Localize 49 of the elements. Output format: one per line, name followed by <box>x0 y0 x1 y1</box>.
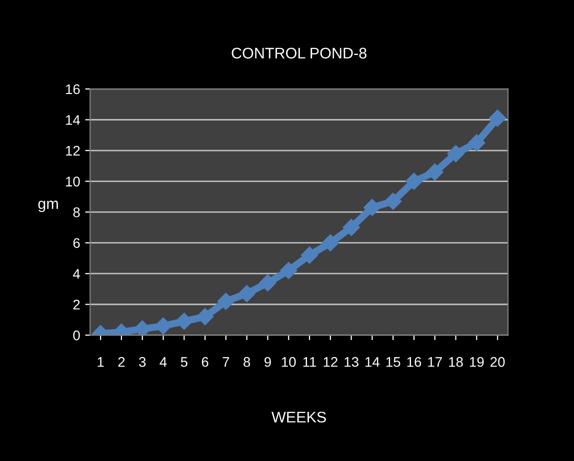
x-tick-label: 20 <box>490 357 505 367</box>
x-tick-label: 4 <box>160 357 167 367</box>
point <box>217 292 234 310</box>
point <box>300 246 318 264</box>
x-tick-label: 11 <box>303 357 316 367</box>
x-axis-title: WEEKS <box>272 412 326 423</box>
point <box>196 308 214 326</box>
x-tick-label: 3 <box>139 357 146 367</box>
x-tick-label: 5 <box>180 357 188 367</box>
point <box>322 234 339 252</box>
chart-title: CONTROL POND-8 <box>232 48 366 59</box>
point <box>259 274 276 292</box>
point <box>426 164 444 181</box>
point <box>364 198 381 216</box>
point <box>384 192 402 210</box>
x-tick-label: 7 <box>222 357 230 367</box>
point <box>238 285 256 302</box>
y-tick-label: 16 <box>66 84 80 94</box>
point <box>342 218 360 236</box>
x-tick-label: 15 <box>386 357 400 367</box>
y-tick-label: 0 <box>73 330 80 340</box>
point <box>468 134 486 152</box>
y-tick-label: 10 <box>66 176 80 186</box>
x-tick-label: 9 <box>264 357 271 367</box>
y-tick-label: 14 <box>66 115 80 125</box>
y-tick-label: 8 <box>73 207 80 218</box>
point <box>154 317 172 334</box>
x-tick-label: 16 <box>407 357 422 367</box>
x-tick-label: 8 <box>244 357 250 367</box>
x-tick-label: 19 <box>470 357 484 367</box>
y-tick-label: 6 <box>73 238 80 248</box>
y-tick-label: 2 <box>73 300 80 310</box>
point <box>405 172 423 190</box>
x-tick-label: 18 <box>449 357 463 367</box>
point <box>280 262 298 280</box>
x-tick-label: 14 <box>366 357 380 367</box>
point <box>488 110 506 127</box>
x-tick-label: 1 <box>98 357 104 367</box>
x-tick-label: 17 <box>428 357 442 367</box>
y-axis-title: gm <box>38 200 58 212</box>
x-tick-label: 10 <box>282 357 296 367</box>
point <box>176 312 193 330</box>
y-tick-label: 12 <box>66 146 80 156</box>
y-tick-label: 4 <box>72 269 80 279</box>
x-tick-label: 2 <box>118 357 125 367</box>
point <box>447 145 464 162</box>
x-tick-label: 12 <box>324 357 338 367</box>
x-tick-label: 6 <box>202 357 208 367</box>
x-tick-label: 13 <box>344 357 358 367</box>
